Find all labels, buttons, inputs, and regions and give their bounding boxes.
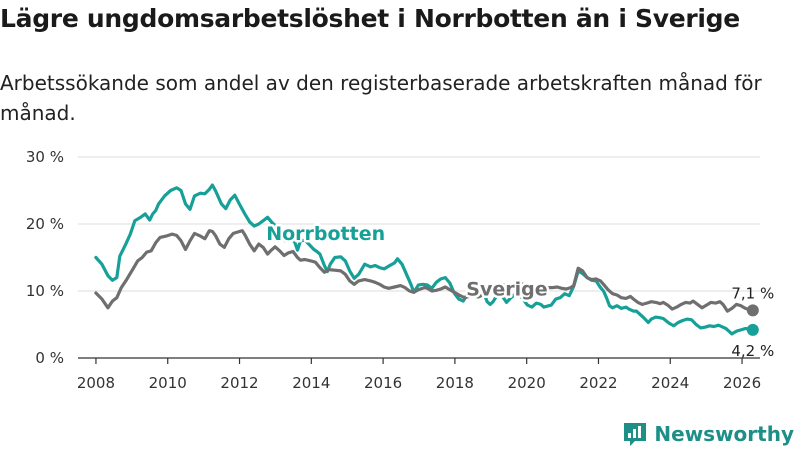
y-tick-label: 30 % — [26, 148, 64, 166]
gridlines — [78, 156, 760, 359]
chart-title: Lägre ungdomsarbetslöshet i Norrbotten ä… — [0, 4, 740, 33]
x-tick-label: 2008 — [77, 374, 115, 392]
series-endpoint-norrbotten — [746, 323, 759, 336]
x-tick-label: 2026 — [723, 374, 761, 392]
x-tick-label: 2016 — [364, 374, 402, 392]
series-labels: 4,2 % Norrbotten 7,1 % Sverige — [264, 221, 775, 360]
end-value-label: 4,2 % — [731, 342, 774, 360]
x-axis-ticks: 2008 2010 2012 2014 2016 2018 2020 2022 2024 2026 — [77, 357, 761, 392]
x-tick-label: 2022 — [579, 374, 617, 392]
end-value-label: 7,1 % — [731, 284, 774, 302]
series-line-sverige — [94, 229, 755, 313]
series-endpoint-sverige — [746, 304, 759, 317]
y-tick-label: 20 % — [26, 215, 64, 233]
x-tick-label: 2018 — [436, 374, 474, 392]
x-tick-label: 2012 — [220, 374, 258, 392]
brand-logo: Newsworthy — [622, 420, 794, 448]
newsworthy-logo-icon — [624, 423, 647, 446]
y-axis-ticks: 0 % 10 % 20 % 30 % — [26, 148, 64, 367]
x-tick-label: 2024 — [651, 374, 689, 392]
x-tick-label: 2010 — [149, 374, 187, 392]
x-tick-label: 2014 — [292, 374, 330, 392]
series-label-sverige: Sverige — [466, 279, 547, 301]
y-tick-label: 0 % — [35, 349, 64, 367]
y-tick-label: 10 % — [26, 282, 64, 300]
series-group — [94, 183, 759, 336]
series-label-norrbotten: Norrbotten — [266, 223, 385, 245]
x-tick-label: 2020 — [508, 374, 546, 392]
series-line-norrbotten — [94, 183, 755, 336]
chart-subtitle: Arbetssökande som andel av den registerb… — [0, 71, 762, 125]
brand-name: Newsworthy — [654, 422, 794, 446]
